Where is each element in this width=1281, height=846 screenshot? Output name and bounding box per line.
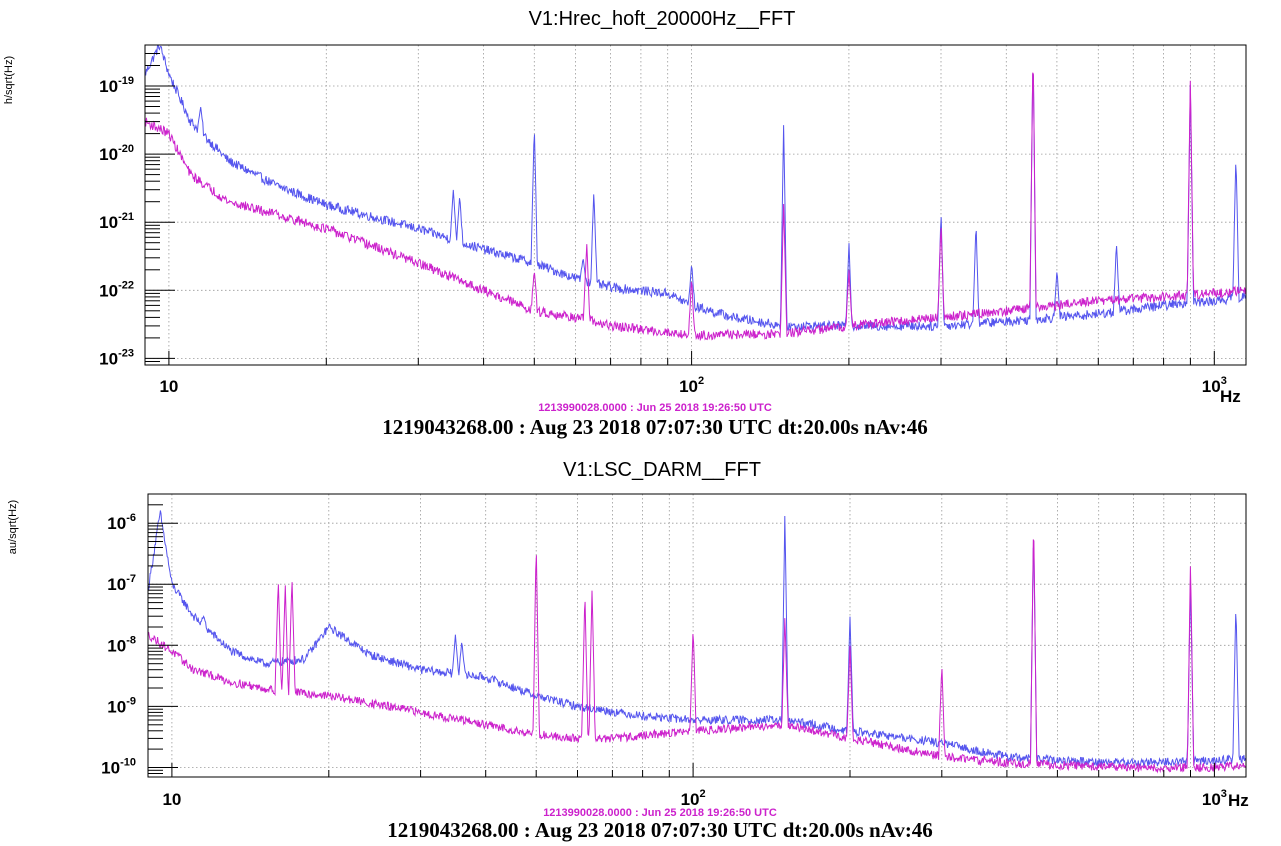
top-axis-ticks: 10 102 103 10-19 10-20 10-21 10-22 10-23	[99, 44, 1227, 396]
bottom-current-timestamp: 1219043268.00 : Aug 23 2018 07:07:30 UTC…	[387, 818, 933, 842]
bottom-reference-timestamp: 1213990028.0000 : Jun 25 2018 19:26:50 U…	[543, 807, 777, 819]
x-tick-label: 10	[162, 790, 181, 809]
y-tick-label: 10-9	[107, 695, 136, 716]
y-tick-label: 10-20	[99, 143, 134, 164]
bottom-chart-title: V1:LSC_DARM__FFT	[563, 459, 761, 481]
y-tick-label: 10-21	[99, 211, 134, 232]
y-tick-label: 10-6	[107, 512, 136, 533]
x-tick-label: 102	[681, 788, 706, 809]
bottom-grid	[147, 494, 1246, 777]
bottom-series-group	[148, 510, 1246, 774]
spectrum-series-line	[148, 510, 1246, 768]
top-spectrum-pad: V1:Hrec_hoft_20000Hz__FFT h/sqrt(Hz) 10 1…	[3, 8, 1247, 439]
x-tick-label: 102	[679, 375, 704, 396]
x-tick-label: 10	[159, 377, 178, 396]
y-tick-label: 10-10	[101, 757, 136, 778]
top-plot-frame	[144, 44, 1247, 366]
top-reference-timestamp: 1213990028.0000 : Jun 25 2018 19:26:50 U…	[538, 402, 772, 414]
top-grid	[144, 45, 1246, 365]
spectrum-series-line	[148, 539, 1246, 774]
spectrum-series-line	[145, 45, 1246, 333]
x-tick-label: 103	[1202, 788, 1227, 809]
y-tick-label: 10-19	[99, 75, 134, 96]
top-x-unit-label: Hz	[1220, 387, 1241, 406]
bottom-x-unit-label: Hz	[1228, 791, 1249, 810]
bottom-axis-ticks: 10 102 103 10-6 10-7 10-8 10-9 10-10	[101, 493, 1227, 809]
bottom-plot-frame	[147, 493, 1247, 778]
bottom-spectrum-pad: V1:LSC_DARM__FFT au/sqrt(Hz) 10 102 103 10-…	[7, 459, 1249, 842]
top-current-timestamp: 1219043268.00 : Aug 23 2018 07:07:30 UTC…	[382, 415, 928, 439]
y-tick-label: 10-7	[107, 573, 136, 594]
top-chart-title: V1:Hrec_hoft_20000Hz__FFT	[529, 8, 796, 30]
y-tick-label: 10-8	[107, 634, 136, 655]
spectrum-series-line	[145, 72, 1246, 342]
x-tick-label: 103	[1202, 375, 1227, 396]
y-tick-label: 10-22	[99, 279, 134, 300]
y-tick-label: 10-23	[99, 347, 134, 368]
top-series-group	[145, 45, 1246, 342]
bottom-y-axis-label: au/sqrt(Hz)	[7, 500, 19, 554]
top-y-axis-label: h/sqrt(Hz)	[3, 56, 15, 104]
